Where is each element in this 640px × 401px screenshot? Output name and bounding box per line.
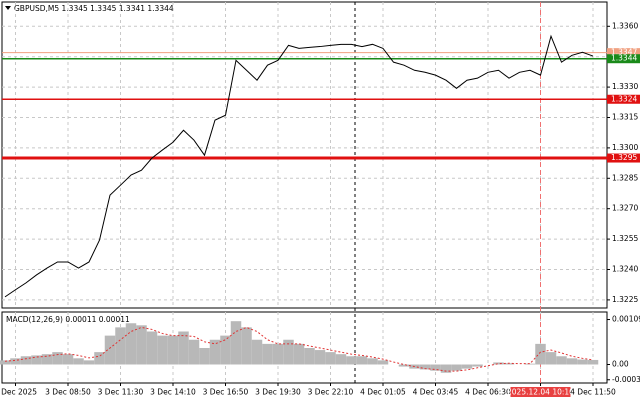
macd-bar [199, 348, 210, 365]
macd-bar [283, 339, 294, 365]
macd-bar [209, 339, 221, 365]
macd-bar [146, 331, 158, 365]
macd-bar [356, 356, 368, 365]
macd-bar [20, 356, 32, 365]
macd-bar [167, 335, 179, 365]
macd-bar [493, 362, 504, 365]
macd-bar [535, 343, 546, 365]
macd-bar [461, 364, 473, 369]
macd-bar [0, 360, 11, 365]
macd-bar [566, 358, 578, 365]
macd-bar [451, 364, 462, 371]
macd-bar [262, 343, 273, 365]
macd-bar [440, 364, 452, 373]
x-tick-label: 4 Dec 06:30 [465, 388, 511, 397]
price-line [4, 34, 594, 298]
level-label: 1.3324 [611, 94, 637, 103]
level-tag [607, 94, 640, 104]
level-tag [607, 48, 640, 58]
y-tick-label: 1.3240 [612, 264, 638, 273]
macd-bar [220, 335, 231, 365]
macd-bar [157, 335, 168, 365]
y-tick-label: 1.3300 [612, 143, 638, 152]
macd-bar [136, 325, 147, 365]
y-tick-label: 1.3225 [612, 295, 638, 304]
macd-y-tick-label: 0.00 [612, 360, 629, 369]
macd-bar [325, 352, 336, 365]
macd-bar [472, 364, 483, 367]
macd-bar [115, 327, 126, 365]
macd-bar [556, 356, 567, 365]
macd-bar [31, 355, 42, 365]
macd-bar [10, 358, 21, 365]
x-tick-label: 4 Dec 03:45 [413, 388, 459, 397]
macd-bar [83, 360, 95, 365]
macd-bar [430, 364, 441, 371]
level-tag [607, 153, 640, 163]
x-tick-label: 3 Dec 16:50 [203, 388, 249, 397]
macd-bar [503, 363, 515, 365]
macd-bar [398, 364, 410, 367]
y-tick-label: 1.3330 [612, 82, 638, 91]
x-tick-label: 3 Dec 19:30 [255, 388, 301, 397]
macd-bar [230, 321, 242, 365]
x-tick-label: 4 Dec 11:50 [570, 388, 616, 397]
x-tick-label: 3 Dec 22:10 [308, 388, 354, 397]
macd-bar [419, 364, 431, 370]
macd-bar [178, 331, 189, 365]
macd-frame [1, 311, 608, 384]
macd-bar [94, 352, 105, 365]
level-label: 1.3295 [611, 153, 637, 162]
macd-bar [125, 323, 137, 365]
macd-y-tick-label: -0.00037 [612, 375, 640, 384]
macd-bar [367, 358, 378, 365]
macd-bar [377, 360, 389, 365]
macd-y-tick-label: 0.00109 [612, 315, 640, 324]
level-label: 1.3347 [611, 48, 637, 57]
macd-bar [577, 359, 588, 365]
x-tick-label: 3 Dec 2025 [0, 388, 37, 397]
level-tag [607, 54, 640, 64]
y-tick-label: 1.3270 [612, 204, 638, 213]
x-tick-label: 4 Dec 01:05 [360, 388, 406, 397]
chart-title: GBPUSD,M5 1.3345 1.3345 1.3341 1.3344 [14, 4, 174, 13]
macd-bar [251, 339, 263, 365]
y-tick-label: 1.3315 [612, 112, 638, 121]
macd-bar [545, 352, 557, 365]
x-tick-label: 3 Dec 08:50 [45, 388, 91, 397]
macd-bar [587, 359, 599, 365]
x-tick-label: 2025.12.04 10:10 [507, 388, 574, 397]
y-tick-label: 1.3360 [612, 21, 638, 30]
cursor-label-bg [510, 387, 571, 397]
macd-bar [314, 350, 326, 365]
macd-bar [62, 354, 74, 365]
macd-bar [272, 343, 284, 365]
x-tick-label: 3 Dec 11:30 [98, 388, 144, 397]
title-arrow [5, 6, 11, 10]
x-tick-label: 3 Dec 14:10 [150, 388, 196, 397]
macd-bar [346, 356, 357, 365]
macd-bar [41, 354, 53, 365]
macd-bar [524, 363, 536, 365]
level-label: 1.3344 [611, 54, 637, 63]
macd-bar [52, 352, 63, 365]
macd-bar [241, 327, 252, 365]
y-tick-label: 1.3255 [612, 234, 638, 243]
macd-bar [73, 358, 84, 365]
macd-bar [335, 354, 347, 365]
macd-bar [293, 343, 305, 365]
y-tick-label: 1.3285 [612, 173, 638, 182]
macd-bar [304, 348, 315, 365]
macd-bar [104, 335, 116, 365]
macd-bar [188, 339, 200, 365]
